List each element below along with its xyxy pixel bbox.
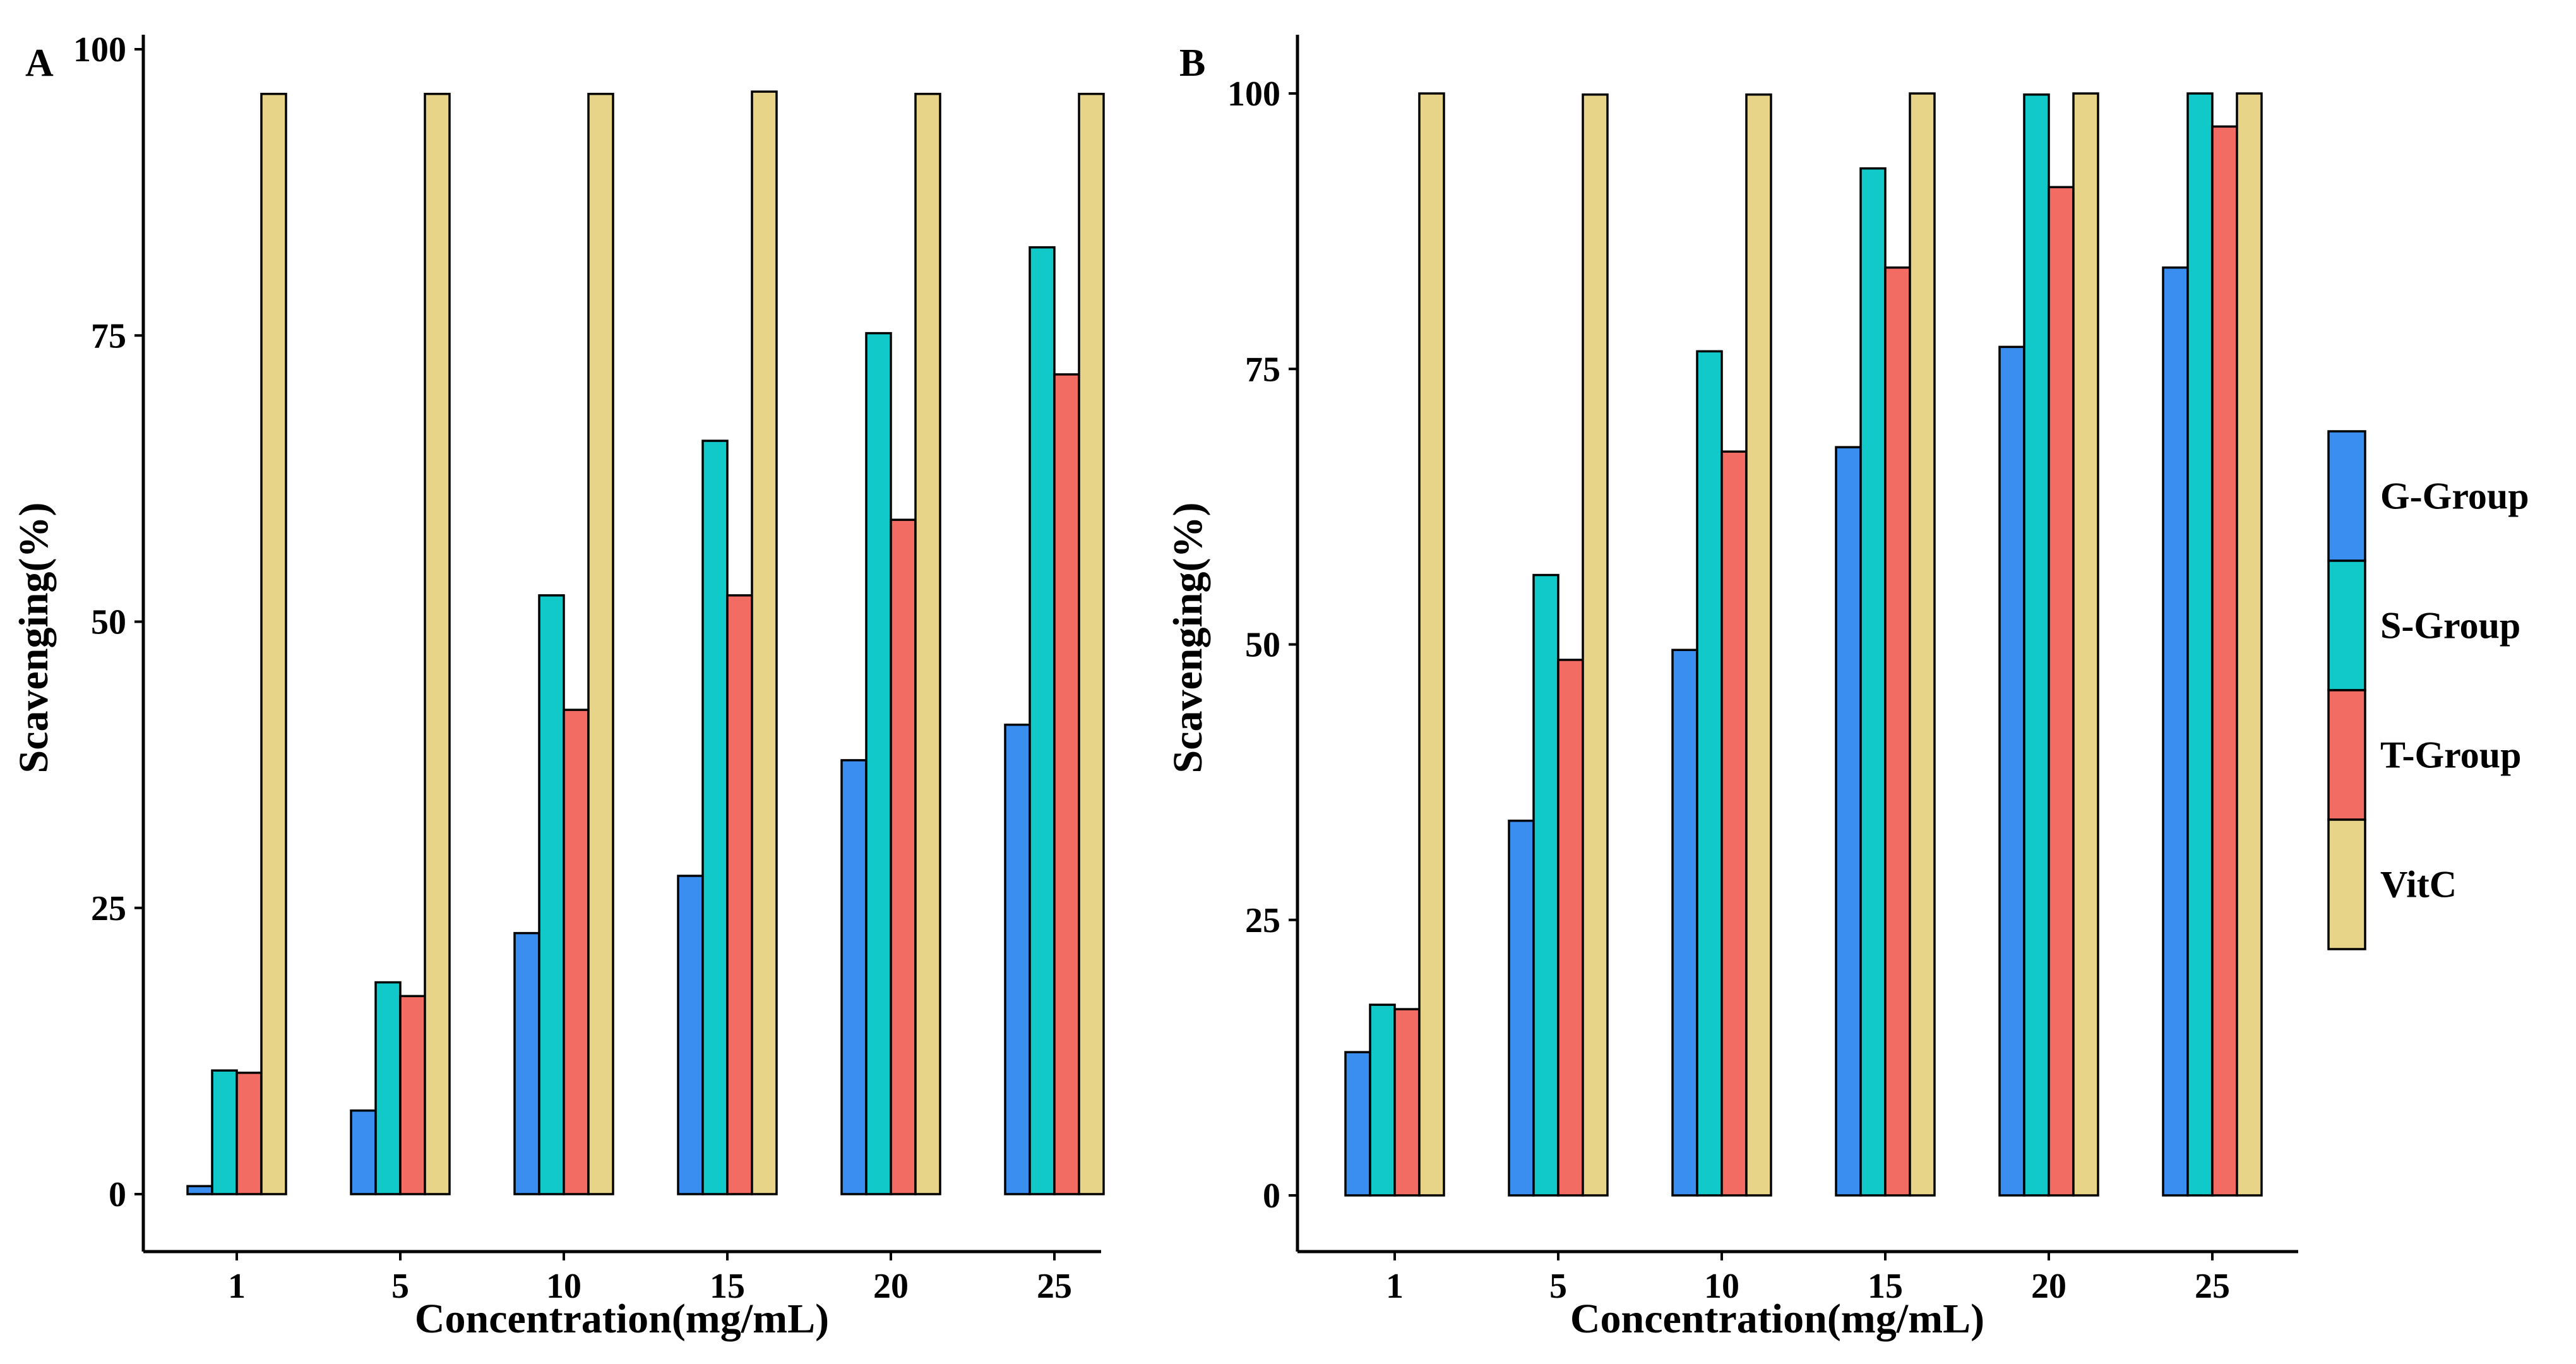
bar-t-group-10 <box>1720 450 1748 1197</box>
bar-vitc-20 <box>914 92 941 1195</box>
y-tick-label: 75 <box>1245 350 1280 389</box>
x-axis-title: Concentration(mg/mL) <box>1570 1296 1984 1342</box>
bar-g-group-25 <box>2162 266 2189 1197</box>
y-tick-label: 50 <box>91 603 126 642</box>
x-tick-label: 25 <box>1037 1267 1072 1306</box>
bar-s-group-25 <box>2186 92 2214 1197</box>
bar-s-group-20 <box>865 332 892 1195</box>
x-tick-label: 5 <box>391 1267 409 1306</box>
y-tick-label: 100 <box>1227 75 1280 114</box>
bar-g-group-1 <box>186 1185 213 1195</box>
x-tick-label: 15 <box>1868 1267 1903 1306</box>
legend-key-s-group <box>2327 559 2366 691</box>
y-tick-label: 0 <box>109 1175 126 1214</box>
bar-vitc-1 <box>260 92 287 1195</box>
bar-t-group-20 <box>2048 186 2075 1197</box>
bar-vitc-20 <box>2072 92 2099 1197</box>
bar-g-group-15 <box>1835 446 1862 1197</box>
bar-s-group-1 <box>1369 1003 1396 1197</box>
x-tick-label: 1 <box>228 1267 246 1306</box>
y-tick-label: 50 <box>1245 626 1280 665</box>
legend-label-t-group: T-Group <box>2380 734 2521 776</box>
bar-vitc-25 <box>1078 92 1105 1195</box>
bar-t-group-25 <box>2211 125 2238 1197</box>
bar-vitc-15 <box>1909 92 1936 1197</box>
y-tick-label: 0 <box>1263 1176 1280 1216</box>
x-axis-title: Concentration(mg/mL) <box>415 1296 829 1342</box>
bar-t-group-5 <box>399 995 426 1195</box>
bar-g-group-5 <box>350 1109 377 1195</box>
bar-vitc-5 <box>1582 93 1609 1197</box>
bar-s-group-10 <box>1696 350 1723 1197</box>
bar-s-group-20 <box>2023 93 2050 1197</box>
bar-g-group-1 <box>1344 1051 1371 1197</box>
y-axis-title: Scavenging(%) <box>11 503 57 774</box>
bar-g-group-25 <box>1004 723 1031 1195</box>
bar-t-group-5 <box>1557 659 1584 1197</box>
panel-label: B <box>1179 42 1205 85</box>
bar-vitc-5 <box>424 92 451 1195</box>
bar-t-group-10 <box>563 709 590 1195</box>
legend-key-vitc <box>2327 818 2366 950</box>
x-tick-label: 25 <box>2195 1267 2230 1306</box>
bar-s-group-10 <box>538 594 565 1195</box>
bar-vitc-1 <box>1418 92 1445 1197</box>
legend-key-t-group <box>2327 689 2366 821</box>
bar-t-group-1 <box>236 1072 263 1195</box>
x-tick-label: 1 <box>1386 1267 1404 1306</box>
bar-s-group-5 <box>1532 573 1559 1197</box>
x-tick-label: 10 <box>1704 1267 1739 1306</box>
bar-s-group-5 <box>374 981 402 1195</box>
bar-t-group-1 <box>1393 1008 1421 1197</box>
bar-s-group-1 <box>211 1069 238 1195</box>
legend: G-Group S-Group T-Group VitC <box>2327 430 2529 950</box>
bar-vitc-25 <box>2236 92 2263 1197</box>
x-tick-label: 5 <box>1549 1267 1567 1306</box>
bar-g-group-5 <box>1508 819 1535 1197</box>
bar-vitc-10 <box>587 92 614 1195</box>
bar-g-group-10 <box>513 931 540 1195</box>
x-tick-label: 10 <box>546 1267 581 1306</box>
bar-g-group-15 <box>677 875 704 1195</box>
y-axis-title: Scavenging(%) <box>1165 503 1211 774</box>
legend-label-s-group: S-Group <box>2380 605 2520 647</box>
y-tick-label: 75 <box>91 316 126 356</box>
bar-vitc-10 <box>1745 93 1772 1197</box>
bar-t-group-15 <box>726 594 753 1195</box>
legend-label-vitc: VitC <box>2380 864 2457 906</box>
bar-g-group-20 <box>840 759 868 1195</box>
bar-vitc-15 <box>751 90 778 1195</box>
bar-t-group-20 <box>890 518 917 1195</box>
bar-t-group-15 <box>1884 266 1911 1197</box>
bar-g-group-10 <box>1671 649 1698 1197</box>
bar-s-group-25 <box>1029 246 1056 1195</box>
bar-g-group-20 <box>1998 345 2025 1197</box>
x-tick-label: 20 <box>873 1267 909 1306</box>
x-tick-label: 15 <box>710 1267 745 1306</box>
y-tick-label: 25 <box>91 889 126 928</box>
y-tick-label: 100 <box>73 30 126 69</box>
legend-label-g-group: G-Group <box>2380 476 2529 517</box>
bar-s-group-15 <box>701 440 729 1195</box>
bar-s-group-15 <box>1859 167 1887 1197</box>
legend-key-g-group <box>2327 430 2366 562</box>
y-tick-label: 25 <box>1245 901 1280 940</box>
bar-t-group-25 <box>1053 373 1080 1195</box>
panel-label: A <box>25 42 54 85</box>
x-tick-label: 20 <box>2031 1267 2066 1306</box>
